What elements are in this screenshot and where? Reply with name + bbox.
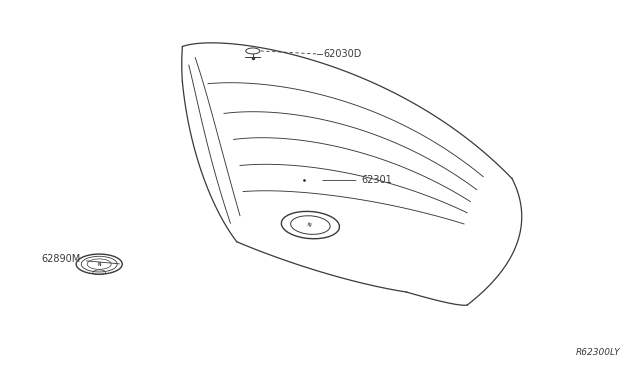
Text: 62890M: 62890M bbox=[42, 254, 120, 264]
Text: R62300LY: R62300LY bbox=[576, 348, 621, 357]
Text: 62301: 62301 bbox=[323, 176, 392, 185]
Text: N: N bbox=[307, 222, 312, 228]
Text: 62030D: 62030D bbox=[323, 49, 362, 59]
Text: N: N bbox=[97, 262, 101, 267]
